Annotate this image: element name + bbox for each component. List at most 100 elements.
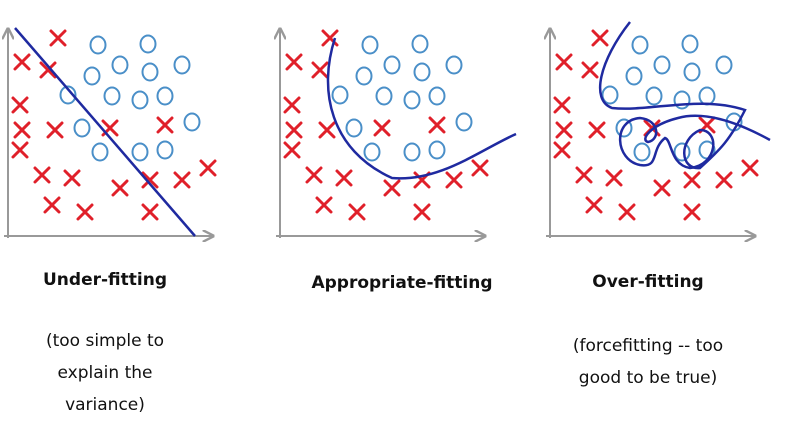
circle-marker [183, 112, 201, 132]
cross-marker [585, 196, 603, 214]
cross-marker [715, 171, 733, 189]
cross-marker [11, 96, 29, 114]
circle-marker [89, 35, 107, 55]
circle-marker [331, 85, 349, 105]
panel-title: Over-fitting [592, 272, 703, 292]
cross-marker [111, 179, 129, 197]
circle-marker [156, 86, 174, 106]
cross-marker [76, 203, 94, 221]
circle-marker [91, 142, 109, 162]
fit-line [14, 27, 196, 237]
cross-marker [11, 141, 29, 159]
cross-marker [471, 159, 489, 177]
circle-marker [681, 34, 699, 54]
circle-marker [59, 85, 77, 105]
circle-marker [403, 90, 421, 110]
cross-marker [13, 121, 31, 139]
cross-marker [653, 179, 671, 197]
cross-marker [348, 203, 366, 221]
circle-marker [131, 90, 149, 110]
cross-marker [575, 166, 593, 184]
circle-marker [413, 62, 431, 82]
cross-marker [283, 96, 301, 114]
cross-marker [683, 203, 701, 221]
circle-marker [139, 34, 157, 54]
circle-marker [653, 55, 671, 75]
cross-marker [591, 29, 609, 47]
circle-marker [355, 66, 373, 86]
circle-marker [403, 142, 421, 162]
circle-marker [156, 140, 174, 160]
cross-marker [581, 61, 599, 79]
cross-marker [156, 116, 174, 134]
cross-marker [285, 53, 303, 71]
cross-marker [445, 171, 463, 189]
cross-marker [305, 166, 323, 184]
cross-marker [373, 119, 391, 137]
cross-marker [141, 171, 159, 189]
circle-marker [625, 66, 643, 86]
circle-marker [141, 62, 159, 82]
cross-marker [46, 121, 64, 139]
fit-curve [326, 37, 517, 180]
circle-marker [375, 86, 393, 106]
circle-marker [428, 86, 446, 106]
cross-marker [741, 159, 759, 177]
circle-marker [715, 55, 733, 75]
cross-marker [618, 203, 636, 221]
fit-curve [598, 21, 771, 170]
circle-marker [83, 66, 101, 86]
cross-marker [173, 171, 191, 189]
circle-marker [683, 62, 701, 82]
circle-marker [615, 118, 633, 138]
circle-marker [601, 85, 619, 105]
cross-marker [683, 171, 701, 189]
caption-line: good to be true) [579, 368, 717, 388]
circle-marker [673, 90, 691, 110]
circle-marker [103, 86, 121, 106]
cross-marker [141, 203, 159, 221]
cross-marker [555, 121, 573, 139]
panel-title: Appropriate-fitting [311, 273, 492, 293]
circle-marker [361, 35, 379, 55]
caption-line: (too simple to [46, 331, 164, 351]
cross-marker [588, 121, 606, 139]
cross-marker [63, 169, 81, 187]
circle-marker [428, 140, 446, 160]
circle-marker [383, 55, 401, 75]
cross-marker [43, 196, 61, 214]
circle-marker [631, 35, 649, 55]
cross-marker [285, 121, 303, 139]
cross-marker [315, 196, 333, 214]
cross-marker [311, 61, 329, 79]
cross-marker [199, 159, 217, 177]
cross-marker [428, 116, 446, 134]
circle-marker [445, 55, 463, 75]
panel-title: Under-fitting [43, 270, 167, 290]
circle-marker [633, 142, 651, 162]
cross-marker [553, 141, 571, 159]
circle-marker [363, 142, 381, 162]
circle-marker [73, 118, 91, 138]
circle-marker [111, 55, 129, 75]
circle-marker [173, 55, 191, 75]
cross-marker [33, 166, 51, 184]
circle-marker [698, 86, 716, 106]
cross-marker [49, 29, 67, 47]
caption-line: variance) [65, 395, 145, 415]
circle-marker [455, 112, 473, 132]
caption-line: explain the [58, 363, 153, 383]
cross-marker [39, 61, 57, 79]
cross-marker [283, 141, 301, 159]
cross-marker [318, 121, 336, 139]
cross-marker [383, 179, 401, 197]
circle-marker [345, 118, 363, 138]
circle-marker [673, 142, 691, 162]
circle-marker [131, 142, 149, 162]
cross-marker [335, 169, 353, 187]
cross-marker [413, 203, 431, 221]
cross-marker [605, 169, 623, 187]
circle-marker [411, 34, 429, 54]
caption-line: (forcefitting -- too [573, 336, 723, 356]
